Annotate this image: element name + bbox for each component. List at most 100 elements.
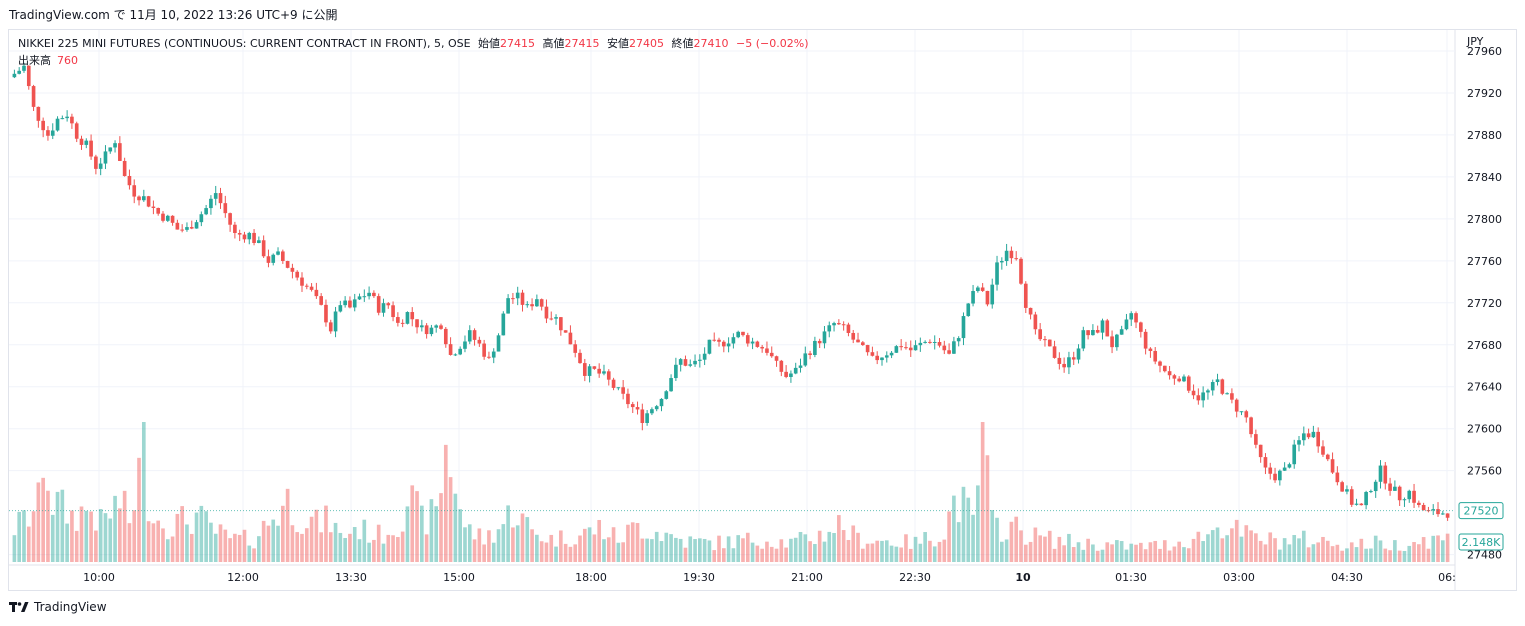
chart-frame[interactable] [8,29,1517,591]
volume-bar [635,523,640,562]
volume-bar [942,539,947,562]
volume-bar [487,530,491,562]
volume-bar [1167,550,1172,562]
candle-body [582,363,587,376]
volume-bar [46,490,50,562]
volume-bar [1421,537,1426,562]
candle-body [487,356,491,358]
candle-body [151,206,156,208]
candle-body [213,193,218,199]
candle-body [889,352,894,356]
x-tick-label: 10:00 [83,571,115,584]
volume-bar [443,444,448,562]
candle-body [515,292,520,299]
candle-body [467,330,472,342]
volume-bar [956,522,961,562]
candle-body [1230,393,1234,400]
candle-body [1354,503,1359,505]
y-tick-label: 27800 [1467,213,1502,226]
candle-body [1129,313,1134,320]
volume-bar [328,532,333,562]
volume-bar [1397,550,1402,562]
volume-bar [1105,542,1110,562]
candle-body [1345,489,1349,492]
volume-bar [650,539,654,562]
volume-bar [803,534,808,562]
candle-body [808,353,812,355]
candle-body [501,313,506,336]
candle-body [664,391,669,399]
volume-bar [463,527,467,562]
candle-body [458,348,462,355]
volume-bar [1431,535,1436,562]
volume-bar [1297,538,1301,562]
candle-body [141,196,146,201]
candle-body [693,360,697,365]
candle-body [65,116,69,119]
volume-bar [1220,538,1225,562]
candle-body [233,224,237,233]
volume-bar [1364,548,1368,562]
volume-bar [41,477,45,562]
candle-body [424,325,429,335]
volume-bar [185,524,189,562]
volume-bar [1062,545,1066,562]
volume-bar [1311,544,1316,562]
volume-bar [554,546,558,562]
volume-bar [213,533,218,562]
candle-body [1119,329,1124,335]
candle-body [1282,467,1287,471]
candle-body [26,65,31,87]
volume-bar [132,510,137,562]
candle-body [1095,330,1100,333]
volume-label-text: 2.148K [1462,536,1501,549]
candle-body [726,343,731,347]
candle-body [434,325,439,328]
volume-bar [429,499,434,562]
candle-body [1000,261,1004,263]
volume-bar [396,537,400,562]
candle-body [1057,357,1062,364]
candle-body [1201,392,1205,401]
candle-body [1234,399,1239,412]
candle-body [913,345,918,351]
candle-body [1378,465,1383,482]
volume-bar [189,533,194,562]
candle-body [568,332,573,345]
candle-body [856,339,860,343]
candle-body [348,300,352,308]
candle-body [1115,334,1119,348]
volume-bar [568,546,573,562]
volume-bar [448,477,453,562]
candle-body [678,359,683,365]
high-value: 27415 [564,37,600,50]
volume-bar [1287,544,1292,562]
candle-body [482,343,486,357]
candle-body [1062,363,1066,368]
candle-body [860,342,865,346]
high-label: 高値 [542,37,565,50]
volume-bar [664,532,669,562]
candle-body [1009,250,1014,259]
volume-bar [932,546,937,562]
volume-bar [822,541,827,562]
candle-body [817,340,822,344]
candle-body [602,371,606,374]
candle-body [645,413,649,424]
candle-body [285,260,290,268]
volume-bar [118,508,122,562]
volume-bar [237,534,242,562]
volume-bar [209,522,213,562]
volume-bar [865,543,870,562]
candle-body [146,196,151,207]
volume-bar [875,540,880,562]
volume-bar [1028,541,1033,562]
volume-bar [1254,533,1258,562]
volume-bar [405,506,410,562]
candle-body [1225,393,1229,395]
candle-body [1052,346,1057,358]
candle-body [760,346,764,349]
candle-body [1407,490,1412,500]
volume-bar [1349,542,1354,562]
